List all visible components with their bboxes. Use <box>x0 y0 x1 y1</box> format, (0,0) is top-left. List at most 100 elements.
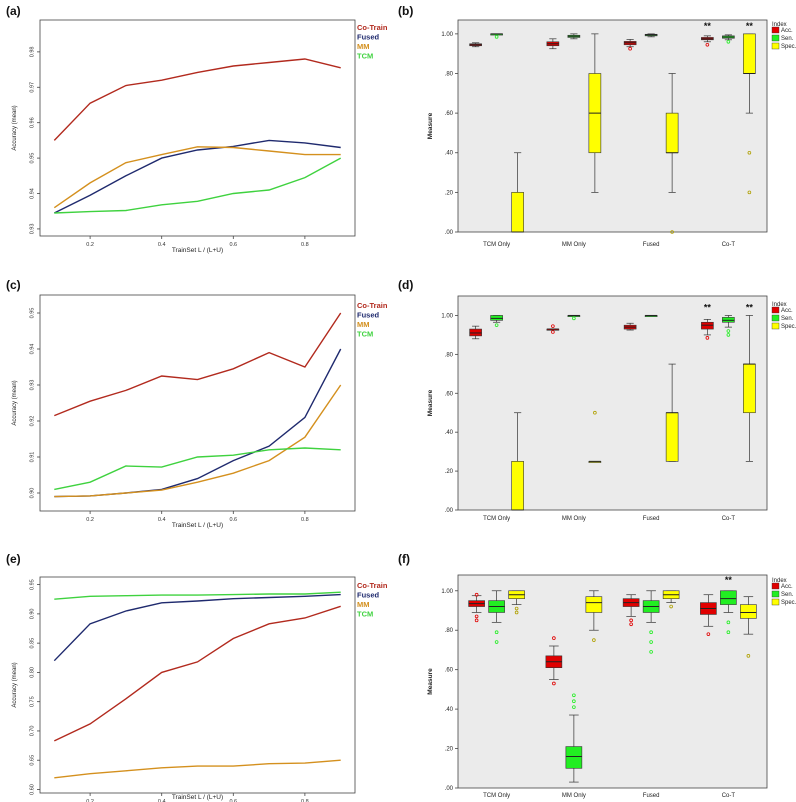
y-axis-label: Measure <box>427 668 434 695</box>
box-acc <box>546 324 560 334</box>
legend-label: Sen. <box>781 316 794 322</box>
significance-mark: ** <box>704 21 712 31</box>
y-tick-label: 1.00 <box>441 313 453 319</box>
line-chart-e: 0.60 0.65 0.70 0.75 0.80 0.85 0.90 0.95 0.2 0.4 0.… <box>12 576 388 802</box>
outlier <box>747 190 752 195</box>
outlier <box>494 323 499 327</box>
box-body <box>743 33 756 74</box>
box-body <box>511 461 524 511</box>
line-chart-a: 0.93 0.94 0.95 0.96 0.97 0.98 0.2 0.4 0.6 0.8 Trai… <box>12 19 388 254</box>
y-tick-label: 0.65 <box>29 755 35 766</box>
series-line-tcm <box>54 157 342 214</box>
x-axis-label: TrainSet L / (L+U) <box>172 247 223 254</box>
y-axis-label: Accuracy (mean) <box>12 380 18 425</box>
category-label: Co-T <box>722 516 736 522</box>
box-sen <box>722 315 735 337</box>
outlier <box>514 610 519 615</box>
y-tick-label: 0.98 <box>29 47 35 58</box>
y-tick-label: .00 <box>445 786 454 792</box>
x-tick-label: 0.2 <box>86 517 94 523</box>
outlier <box>669 604 673 609</box>
outlier <box>705 42 710 47</box>
x-tick-label: 0.4 <box>158 517 166 523</box>
panel-label-f: (f) <box>398 552 410 566</box>
significance-mark: ** <box>746 302 754 312</box>
y-tick-label: 0.97 <box>29 82 35 93</box>
y-tick-label: .40 <box>445 151 454 157</box>
box-sen <box>565 693 583 783</box>
box-body <box>743 363 756 414</box>
y-tick-label: 0.75 <box>29 696 35 707</box>
outlier <box>629 622 633 627</box>
category-label: MM Only <box>562 793 586 799</box>
x-tick-label: 0.6 <box>229 799 237 802</box>
category-label: MM Only <box>562 242 586 248</box>
box-sen <box>644 314 658 317</box>
y-tick-label: .60 <box>445 668 454 674</box>
legend-entry: TCM <box>357 330 373 339</box>
panel-label-e: (e) <box>6 552 21 566</box>
legend-swatch <box>771 314 780 322</box>
series-line-mm <box>53 146 341 209</box>
box-sen <box>642 590 660 654</box>
outlier <box>494 35 499 39</box>
box-acc <box>622 594 640 627</box>
box-sen <box>644 33 658 38</box>
x-tick-label: 0.4 <box>158 242 166 248</box>
box-acc <box>546 38 560 50</box>
outlier <box>474 618 479 623</box>
outlier <box>747 150 752 155</box>
y-tick-label: 0.90 <box>29 488 35 499</box>
series-line-mm <box>54 759 341 779</box>
x-tick-label: 0.2 <box>86 799 94 802</box>
y-tick-label: 0.70 <box>29 726 35 737</box>
outlier <box>670 230 674 234</box>
legend-label: Sen. <box>781 592 794 598</box>
legend-entry: TCM <box>357 52 373 61</box>
box-chart-f: .00 .20 .40 .60 .80 1.00 Measure TCM Only MM Onl… <box>427 574 796 799</box>
x-axis-label: TrainSet L / (L+U) <box>172 522 223 529</box>
outlier <box>746 654 751 658</box>
category-label: TCM Only <box>483 242 510 248</box>
y-tick-label: 0.93 <box>29 380 35 391</box>
y-tick-label: 0.93 <box>29 224 35 235</box>
y-tick-label: .20 <box>445 747 454 753</box>
box-spec <box>511 412 524 511</box>
outlier <box>552 681 556 686</box>
panel-label-a: (a) <box>6 4 21 18</box>
x-tick-label: 0.2 <box>86 242 94 248</box>
legend-entry: Fused <box>357 33 380 42</box>
outlier <box>551 324 555 328</box>
y-tick-label: 0.96 <box>29 117 35 128</box>
line-chart-c: 0.90 0.91 0.92 0.93 0.94 0.95 0.2 0.4 0.6 0.8 Trai… <box>12 294 388 529</box>
category-label: TCM Only <box>483 516 510 522</box>
y-tick-label: .80 <box>445 628 454 634</box>
legend-swatch <box>771 590 780 598</box>
box-body <box>720 590 737 605</box>
box-spec <box>585 590 603 642</box>
box-acc <box>701 318 714 340</box>
legend-label: Acc. <box>781 308 793 314</box>
x-axis-label: TrainSet L / (L+U) <box>172 794 223 801</box>
x-tick-label: 0.6 <box>229 517 237 523</box>
outlier <box>494 630 499 634</box>
outlier <box>649 640 653 644</box>
y-tick-label: .60 <box>445 391 454 397</box>
outlier <box>706 632 711 636</box>
outlier <box>726 39 731 44</box>
box-acc <box>701 35 714 47</box>
box-acc <box>545 636 563 686</box>
category-label: Fused <box>643 793 660 799</box>
y-tick-label: .40 <box>445 430 454 436</box>
significance-mark: ** <box>746 21 754 31</box>
category-label: TCM Only <box>483 793 510 799</box>
outlier <box>649 630 653 634</box>
category-label: Co-T <box>722 242 736 248</box>
legend-label: Acc. <box>781 584 793 590</box>
y-axis-label: Accuracy (mean) <box>12 662 18 707</box>
box-body <box>585 596 603 613</box>
outlier <box>726 329 731 333</box>
box-spec <box>508 590 525 615</box>
outlier <box>628 46 632 51</box>
